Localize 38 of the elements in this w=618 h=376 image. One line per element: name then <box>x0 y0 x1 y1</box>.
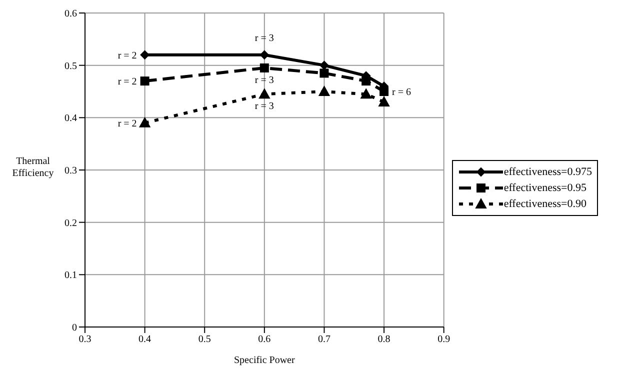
y-tick-label: 0.2 <box>64 218 77 229</box>
y-tick-label: 0.1 <box>64 270 77 282</box>
annotation: r = 2 <box>118 118 137 130</box>
x-axis-title: Specific Power <box>234 355 296 366</box>
point <box>318 86 330 96</box>
y-tick-label: 0.5 <box>64 60 77 72</box>
y-tick-label: 0.4 <box>64 113 77 124</box>
x-tick-label: 0.9 <box>438 334 450 346</box>
annotation: r = 3 <box>254 32 274 44</box>
y-tick-label: 0 <box>72 322 77 334</box>
annotation: r = 6 <box>392 87 412 98</box>
point <box>320 60 329 70</box>
point <box>362 76 371 86</box>
y-tick-label: 0.3 <box>64 166 77 177</box>
point <box>139 117 150 128</box>
annotation: r = 2 <box>118 50 137 62</box>
annotation: r = 2 <box>118 76 137 88</box>
point <box>260 63 269 72</box>
legend-label: effectiveness=0.95 <box>504 182 586 194</box>
x-tick-label: 0.8 <box>378 334 390 346</box>
point <box>320 68 329 78</box>
legend-label: effectiveness=0.975 <box>504 166 592 178</box>
point <box>258 88 270 99</box>
point <box>380 87 389 96</box>
x-tick-label: 0.4 <box>138 334 152 346</box>
point <box>360 88 372 99</box>
x-tick-label: 0.5 <box>198 334 211 346</box>
x-tick-label: 0.7 <box>318 334 330 346</box>
point <box>378 96 390 106</box>
annotation: r = 3 <box>254 75 274 86</box>
annotation: r = 3 <box>254 101 274 112</box>
point <box>140 76 150 86</box>
y-axis-title: Thermal Efficiency <box>12 156 54 179</box>
y-tick-label: 0.6 <box>64 8 77 20</box>
point <box>140 50 150 60</box>
x-tick-label: 0.6 <box>258 334 271 346</box>
legend-label: effectiveness=0.90 <box>504 198 586 210</box>
x-tick-label: 0.3 <box>78 334 92 346</box>
